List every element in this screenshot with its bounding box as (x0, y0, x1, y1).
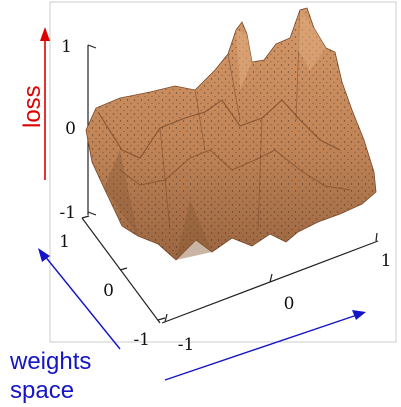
axes (81, 44, 379, 324)
depth-tick-0: 0 (103, 281, 114, 301)
vertical-tick-1: 1 (61, 37, 72, 57)
depth-tick-1: 1 (59, 232, 70, 252)
red-up-arrow-icon (40, 27, 50, 180)
depth-tick-neg1: -1 (133, 330, 150, 350)
vertical-tick-0: 0 (65, 119, 76, 139)
horizontal-tick-neg1: -1 (178, 335, 195, 355)
figure-frame (49, 1, 397, 343)
loss-surface (85, 7, 377, 261)
horizontal-tick-0: 0 (284, 294, 295, 314)
vertical-tick-neg1: -1 (59, 203, 76, 223)
weights-label: weights (9, 348, 91, 375)
blue-arrow-icon (38, 248, 366, 381)
loss-label: loss (19, 85, 46, 128)
tick-labels: 1 0 -1 1 0 -1 -1 0 1 (59, 37, 391, 355)
space-label: space (10, 377, 74, 404)
horizontal-tick-1: 1 (381, 251, 392, 271)
depth-axis-line (81, 217, 161, 324)
